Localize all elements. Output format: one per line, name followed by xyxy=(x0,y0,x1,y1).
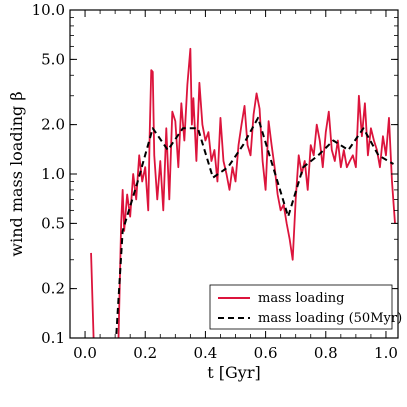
y-axis-label: wind mass loading β xyxy=(7,91,26,256)
x-tick-label: 0.4 xyxy=(193,344,217,362)
x-tick-label: 0.6 xyxy=(254,344,278,362)
x-axis-label: t [Gyr] xyxy=(207,363,260,382)
x-tick-label: 1.0 xyxy=(374,344,398,362)
legend-label-mass-loading: mass loading xyxy=(258,291,344,306)
y-tick-label: 1.0 xyxy=(41,165,65,183)
legend-label-mass-loading-50myr: mass loading (50Myr) xyxy=(258,311,402,326)
y-tick-label: 2.0 xyxy=(41,116,65,134)
series-layer xyxy=(90,47,396,338)
series-line-mass-loading xyxy=(90,47,396,338)
legend-box xyxy=(209,284,393,330)
series-line-mass-loading-50myr xyxy=(115,116,394,338)
x-tick-label: 0.8 xyxy=(314,344,338,362)
y-tick-label: 10.0 xyxy=(32,1,65,19)
legend: mass loading mass loading (50Myr) xyxy=(209,284,402,330)
x-tick-label: 0.0 xyxy=(73,344,97,362)
y-tick-label: 0.2 xyxy=(41,280,65,298)
ticks-layer: 0.0 0.2 0.4 0.6 0.8 1.0 0.1 0.2 0.5 1.0 2.0 5.0 10.0 xyxy=(32,1,398,362)
x-tick-label: 0.2 xyxy=(133,344,157,362)
y-tick-label: 5.0 xyxy=(41,50,65,68)
y-tick-label: 0.1 xyxy=(41,329,65,347)
y-tick-label: 0.5 xyxy=(41,214,65,232)
